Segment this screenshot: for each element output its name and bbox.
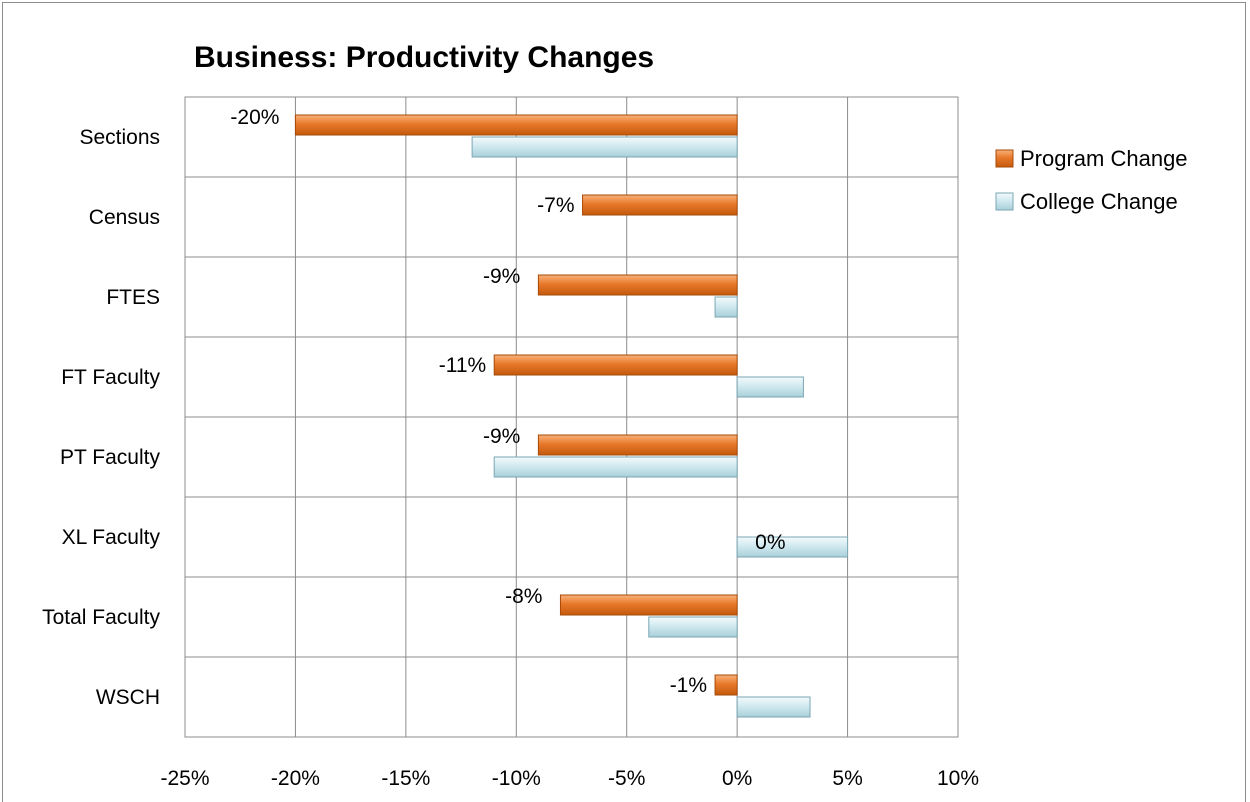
grid <box>184 96 959 738</box>
x-tick-label: -25% <box>160 767 209 790</box>
category-label: Total Faculty <box>42 606 160 629</box>
data-label: -9% <box>483 425 520 448</box>
data-label: -7% <box>537 194 574 217</box>
data-label: -20% <box>230 106 279 129</box>
data-label: 0% <box>755 531 785 554</box>
category-label: Census <box>89 206 160 229</box>
bar-program-change <box>582 194 738 216</box>
category-label: PT Faculty <box>60 446 160 469</box>
legend-swatch-college-change <box>995 192 1014 211</box>
chart-title: Business: Productivity Changes <box>194 41 654 74</box>
category-label: FT Faculty <box>61 366 160 389</box>
x-tick-label: 10% <box>937 767 979 790</box>
bar-program-change <box>537 434 738 456</box>
data-label: -1% <box>670 674 707 697</box>
labels: -25% -20% -15% -10% -5% 0% 5% 10% Sections Census… <box>42 106 979 790</box>
x-tick-label: -20% <box>271 767 320 790</box>
x-tick-label: -10% <box>492 767 541 790</box>
category-label: Sections <box>79 126 160 149</box>
bar-college-change <box>493 456 738 478</box>
legend-label-college-change: College Change <box>1020 189 1178 214</box>
data-label: -11% <box>439 354 486 377</box>
bar-college-change <box>736 536 849 558</box>
bar-college-change <box>736 376 804 398</box>
data-label: -8% <box>505 585 542 608</box>
x-tick-label: 0% <box>722 767 752 790</box>
x-tick-label: 5% <box>832 767 862 790</box>
bar-college-change <box>736 696 811 718</box>
bar-program-change <box>294 114 738 136</box>
x-tick-label: -5% <box>608 767 645 790</box>
legend-label-program-change: Program Change <box>1020 146 1188 171</box>
bar-program-change <box>493 354 738 376</box>
bar-program-change <box>714 674 738 696</box>
legend-swatch-program-change <box>995 149 1014 168</box>
bar-college-change <box>714 296 738 318</box>
x-tick-label: -15% <box>381 767 430 790</box>
bars <box>294 114 849 718</box>
category-label: WSCH <box>96 686 160 709</box>
bar-college-change <box>648 616 738 638</box>
legend: Program Change College Change <box>995 146 1188 214</box>
bar-program-change <box>559 594 738 616</box>
bar-college-change <box>471 136 738 158</box>
bar-program-change <box>537 274 738 296</box>
category-label: FTES <box>106 286 160 309</box>
category-label: XL Faculty <box>62 526 161 549</box>
data-label: -9% <box>483 265 520 288</box>
